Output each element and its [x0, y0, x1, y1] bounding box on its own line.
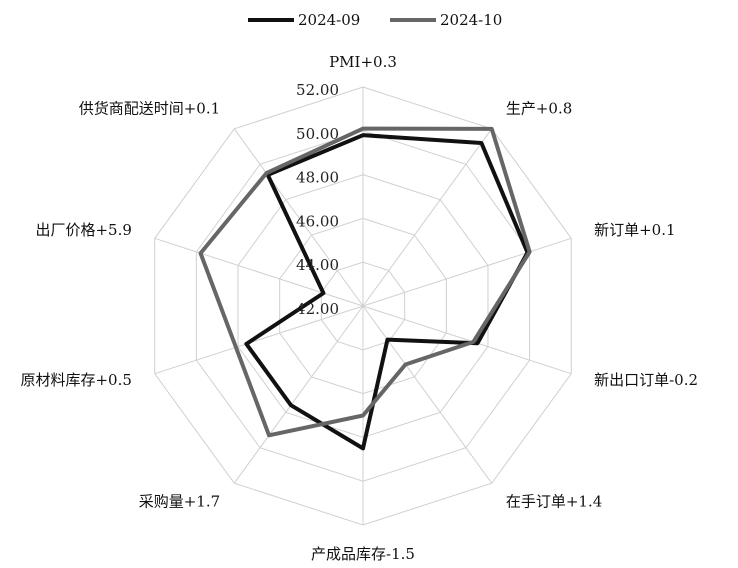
- spoke: [233, 128, 364, 307]
- legend-label: 2024-09: [298, 11, 360, 29]
- spoke: [362, 237, 572, 307]
- category-label: 产成品库存-1.5: [311, 545, 415, 563]
- spoke: [154, 305, 364, 375]
- category-label: 采购量+1.7: [139, 493, 220, 511]
- y-tick-label: 46.00: [296, 212, 339, 230]
- series-line: [244, 133, 530, 451]
- y-tick-label: 52.00: [296, 81, 339, 99]
- category-label: 出厂价格+5.9: [35, 221, 131, 239]
- spoke: [233, 305, 364, 484]
- y-tick-label: 44.00: [296, 256, 339, 274]
- y-tick-label: 48.00: [296, 169, 339, 187]
- category-label: 供货商配送时间+0.1: [79, 99, 220, 117]
- category-label: 新订单+0.1: [594, 221, 675, 239]
- category-label: 新出口订单-0.2: [594, 371, 698, 389]
- spoke: [362, 128, 493, 307]
- category-label: 原材料库存+0.5: [20, 371, 131, 389]
- spoke: [154, 237, 364, 307]
- series-line: [198, 126, 532, 438]
- y-tick-label: 42.00: [296, 300, 339, 318]
- y-tick-label: 50.00: [296, 125, 339, 143]
- spoke: [362, 305, 572, 375]
- spoke: [362, 305, 493, 484]
- category-label: 在手订单+1.4: [506, 493, 602, 511]
- category-label: PMI+0.3: [329, 53, 397, 71]
- category-label: 生产+0.8: [506, 99, 572, 117]
- legend-label: 2024-10: [440, 11, 502, 29]
